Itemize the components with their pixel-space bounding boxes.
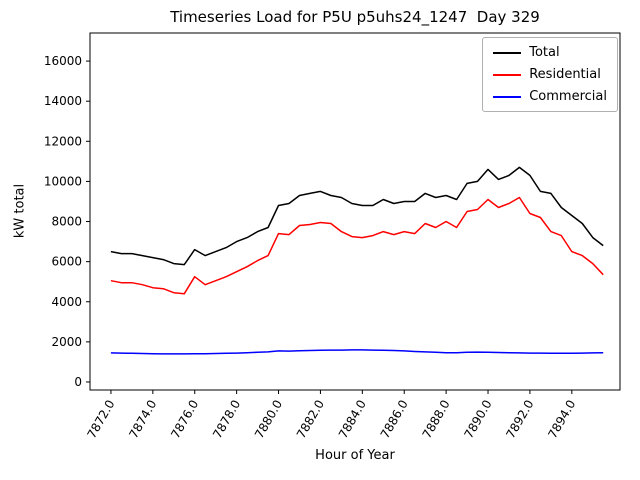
y-tick-label: 4000 [51, 295, 82, 309]
legend-line-residential [493, 73, 522, 76]
x-tick-label: 7888.0 [420, 398, 453, 441]
x-tick-label: 7886.0 [378, 398, 411, 441]
x-tick-label: 7872.0 [84, 398, 117, 441]
x-tick-label: 7884.0 [336, 398, 369, 441]
y-tick-label: 8000 [51, 215, 82, 229]
y-tick-label: 2000 [51, 335, 82, 349]
legend-label-residential: Residential [529, 67, 601, 82]
legend-entry-total: Total [493, 45, 607, 60]
legend-entry-commercial: Commercial [493, 89, 607, 104]
legend-entry-residential: Residential [493, 67, 607, 82]
axes-box [89, 32, 621, 391]
x-axis-label: Hour of Year [315, 448, 395, 463]
y-tick-label: 10000 [44, 174, 82, 188]
legend-line-total [493, 51, 522, 54]
y-tick-label: 14000 [44, 94, 82, 108]
x-tick-label: 7894.0 [545, 398, 578, 441]
series-line-residential [110, 196, 604, 295]
y-tick-label: 12000 [44, 134, 82, 148]
x-tick-label: 7874.0 [126, 398, 159, 441]
y-tick-label: 16000 [44, 54, 82, 68]
legend: Total Residential Commercial [482, 37, 618, 112]
series-line-commercial [110, 349, 604, 355]
legend-label-commercial: Commercial [529, 89, 607, 104]
x-tick-label: 7876.0 [168, 398, 201, 441]
legend-line-commercial [493, 95, 522, 98]
x-tick-label: 7892.0 [503, 398, 536, 441]
x-tick-label: 7878.0 [210, 398, 243, 441]
legend-label-total: Total [529, 45, 560, 60]
y-tick-label: 0 [74, 375, 82, 389]
x-tick-label: 7880.0 [252, 398, 285, 441]
x-tick-label: 7882.0 [294, 398, 327, 441]
series-line-total [110, 166, 604, 266]
chart-title: Timeseries Load for P5U p5uhs24_1247 Day… [170, 8, 540, 26]
x-tick-label: 7890.0 [461, 398, 494, 441]
y-tick-label: 6000 [51, 255, 82, 269]
